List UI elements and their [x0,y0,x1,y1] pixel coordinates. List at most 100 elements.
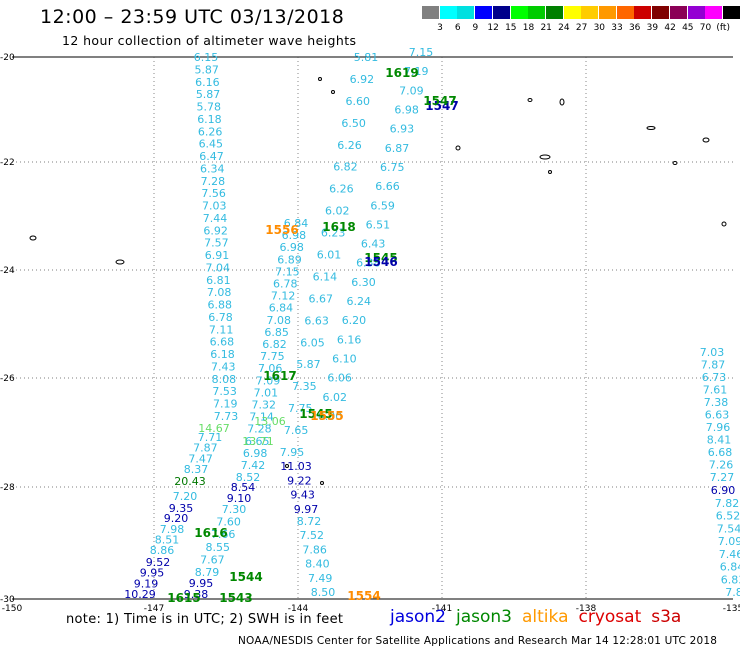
swh-value: 7.73 [214,410,239,423]
swh-value: 5.78 [197,101,222,114]
swh-value: 7.96 [706,421,731,434]
swh-value: 6.01 [317,249,342,262]
swh-value: 6.84 [720,561,740,574]
swh-value: 7.95 [280,446,305,459]
pass-number-label: 1545 [364,251,397,265]
pass-number-label: 1545 [299,407,332,421]
swh-value: 7.87 [701,359,726,372]
swh-value: 7.27 [710,471,735,484]
swh-value: 6.38 [356,257,381,270]
swh-value: 6.98 [279,241,304,254]
island-outline [318,77,322,81]
swh-value: 7.46 [719,548,740,561]
swh-value: 6.91 [205,249,230,262]
swh-value: 7.12 [271,290,296,303]
swh-value: 6.26 [329,183,354,196]
swh-value: 7.26 [709,459,734,472]
legend-label: 27 [575,23,588,33]
swh-value: 7.28 [247,423,272,436]
swh-value: 6.98 [282,229,307,242]
swh-value: 6.66 [375,180,400,193]
x-tick-label: -144 [288,604,309,614]
swh-value: 6.60 [346,95,371,108]
legend-label: 3 [437,23,443,33]
swh-value: 8.52 [236,471,261,484]
swh-value: 7.19 [213,398,238,411]
swh-value: 8.51 [155,534,180,547]
swh-value: 7.67 [200,553,225,566]
legend-label: 15 [505,23,517,33]
swh-value: 6.24 [346,295,371,308]
x-tick-label: -150 [2,604,23,614]
legend-swatch [528,6,546,19]
swh-value: 7.71 [198,431,223,444]
pass-number-label: 1547 [425,99,458,113]
swh-value: 7.61 [703,384,728,397]
island-outline [527,98,533,102]
island-outline [548,170,552,174]
page-title: 12:00 – 23:59 UTC 03/13/2018 [40,6,345,28]
swh-value: 5.87 [296,358,321,371]
pass-number-label: 1555 [310,409,343,423]
swh-value: 6.45 [199,138,224,151]
swh-value: 6.15 [194,51,219,64]
swh-value: 6.34 [200,162,225,175]
swh-value: 6.30 [351,276,376,289]
swh-value: 7.44 [203,212,228,225]
swh-value: 6.92 [350,73,375,86]
swh-value: 6.81 [206,274,231,287]
swh-value: 7.01 [254,386,279,399]
swh-value: 9.38 [184,588,209,601]
pass-number-label: 1617 [263,369,296,383]
legend-swatch [705,6,723,19]
mission-jason3: jason3 [456,607,512,627]
swh-value: 7.08 [267,314,292,327]
legend-label: 36 [628,23,641,33]
swh-value: 7.42 [241,459,266,472]
swh-value: 7.15 [409,46,434,59]
legend-label: 18 [522,23,535,33]
swh-value: 6.84 [269,302,294,315]
legend-swatch [563,6,581,19]
swh-value: 5.87 [196,88,221,101]
swh-value: 7.04 [205,261,230,274]
pass-number-label: 1616 [194,526,227,540]
swh-value: 8.79 [195,566,220,579]
swh-value: 6.05 [300,336,325,349]
legend-swatch [722,6,740,19]
swh-value: 6.00 [318,410,343,423]
footer-note: note: 1) Time is in UTC; 2) SWH is in fe… [66,612,344,627]
swh-value: 7.54 [717,522,740,535]
swh-value: 6.02 [325,205,350,218]
swh-value: 7.66 [211,528,236,541]
swh-value: 9.43 [290,489,315,502]
swh-value: 6.68 [708,446,733,459]
island-outline [702,137,710,143]
pass-number-label: 1543 [219,591,252,605]
swh-value: 20.43 [174,475,206,488]
swh-value: 6.84 [284,217,309,230]
legend-swatch [616,6,634,19]
island-outline [646,126,656,130]
swh-value: 7.09 [718,535,740,548]
swh-value: 9.22 [287,474,312,487]
swh-value: 8.37 [184,463,209,476]
legend-label: 39 [646,23,659,33]
legend-label: 30 [593,23,606,33]
island-outline [285,464,289,468]
page-subtitle: 12 hour collection of altimeter wave hei… [62,33,357,48]
swh-value: 6.88 [208,299,233,312]
legend-swatch [687,6,705,19]
swh-value: 6.10 [332,353,357,366]
swh-value: 6.87 [385,142,410,155]
swh-value: 6.93 [390,123,415,136]
swh-value: 9.95 [140,567,165,580]
swh-value: 6.16 [337,333,362,346]
legend-swatch [475,6,493,19]
swh-value: 6.92 [203,224,228,237]
x-tick-label: -138 [576,604,597,614]
swh-value: 7.75 [260,350,285,363]
legend-swatch [457,6,475,19]
legend-label: 42 [664,23,676,33]
